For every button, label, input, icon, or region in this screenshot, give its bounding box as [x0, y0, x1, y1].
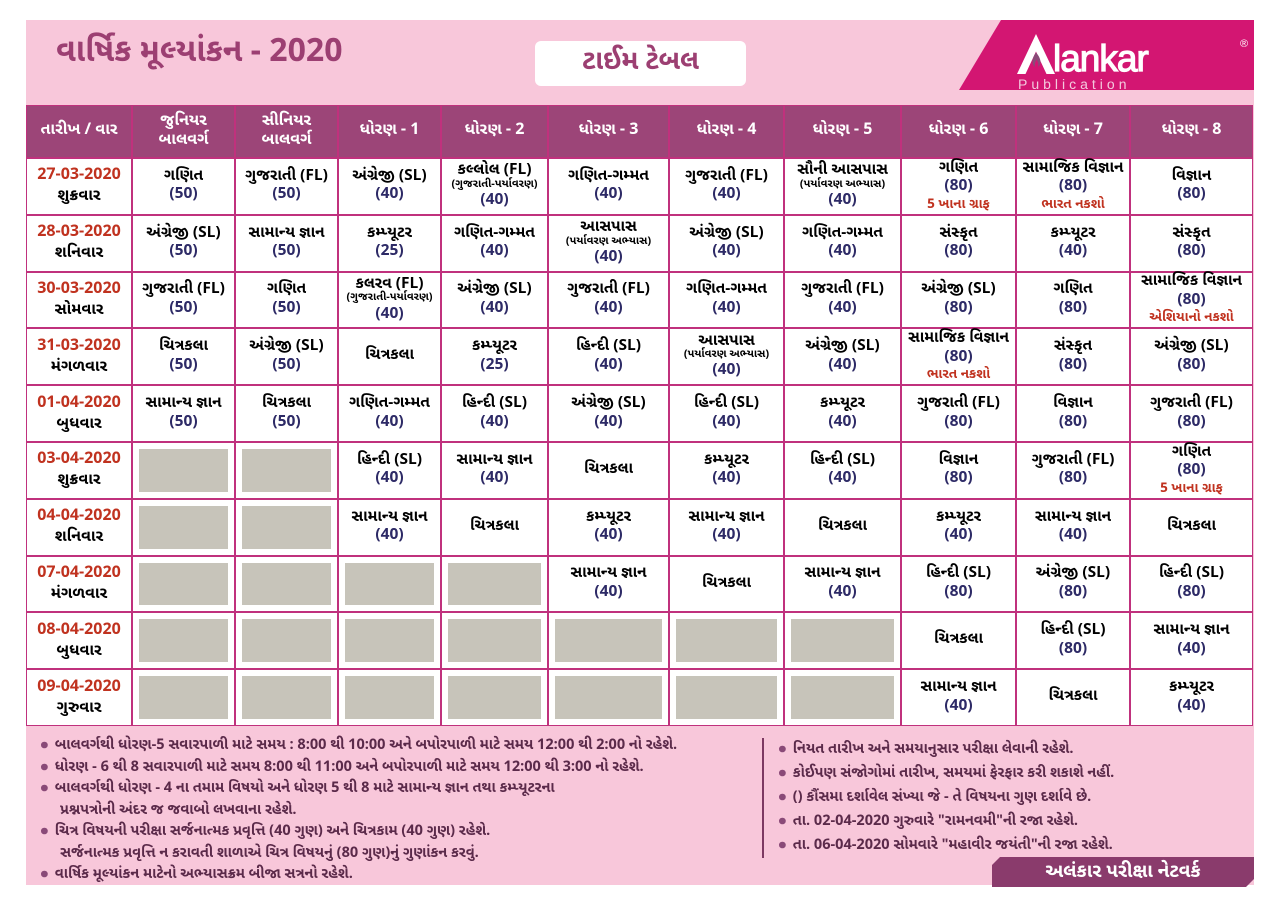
- svg-text:®: ®: [1240, 38, 1248, 50]
- svg-text:lankar: lankar: [1053, 38, 1149, 78]
